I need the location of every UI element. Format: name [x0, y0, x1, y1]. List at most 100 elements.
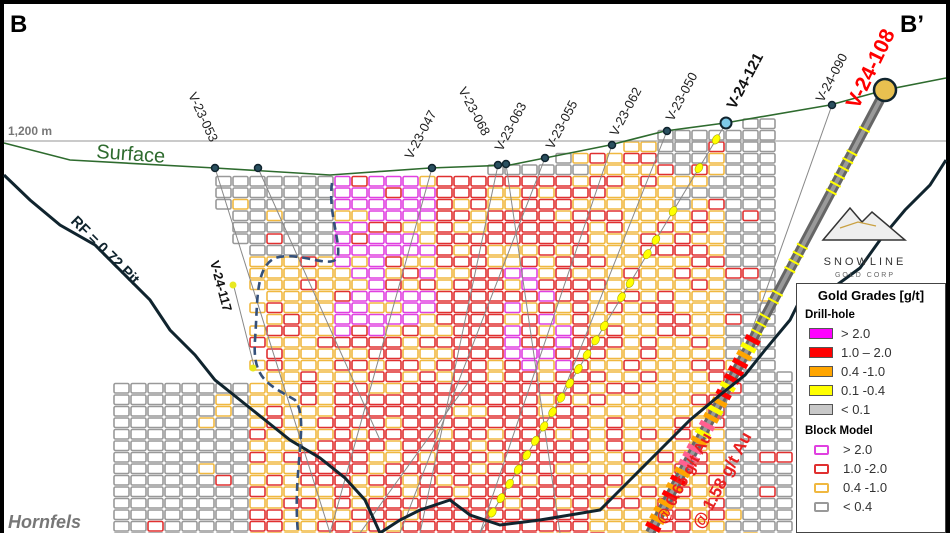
block — [572, 486, 589, 498]
block — [300, 233, 317, 245]
block — [453, 359, 470, 371]
block — [113, 463, 130, 475]
block — [266, 256, 283, 268]
block — [368, 233, 385, 245]
block — [521, 417, 538, 429]
section-end-label: B’ — [900, 11, 924, 38]
block — [759, 279, 776, 291]
block — [368, 313, 385, 325]
block — [691, 313, 708, 325]
block — [606, 520, 623, 532]
block — [300, 325, 317, 337]
block — [453, 187, 470, 199]
block — [759, 497, 776, 509]
block — [538, 325, 555, 337]
block — [538, 164, 555, 176]
block — [606, 198, 623, 210]
block — [113, 405, 130, 417]
block — [300, 382, 317, 394]
block — [470, 405, 487, 417]
block — [555, 256, 572, 268]
block — [283, 359, 300, 371]
assay-interval — [661, 489, 678, 502]
block — [589, 474, 606, 486]
block — [555, 210, 572, 222]
block — [674, 198, 691, 210]
block — [181, 509, 198, 521]
legend-block-item: 0.4 -1.0 — [809, 478, 945, 497]
block — [436, 509, 453, 521]
block — [555, 267, 572, 279]
block — [436, 313, 453, 325]
block — [487, 417, 504, 429]
block — [368, 302, 385, 314]
block — [232, 428, 249, 440]
block — [436, 371, 453, 383]
block — [555, 164, 572, 176]
block — [470, 382, 487, 394]
block — [402, 279, 419, 291]
section-start-label: B — [10, 11, 27, 38]
block — [606, 221, 623, 233]
assay-interval — [784, 266, 796, 274]
block — [351, 279, 368, 291]
block — [606, 451, 623, 463]
block — [283, 336, 300, 348]
block — [606, 417, 623, 429]
block — [215, 497, 232, 509]
block — [708, 175, 725, 187]
block — [436, 428, 453, 440]
block — [691, 497, 708, 509]
block — [504, 302, 521, 314]
block — [402, 336, 419, 348]
collar-marker — [501, 159, 511, 169]
block — [385, 279, 402, 291]
block — [623, 256, 640, 268]
block-model — [113, 118, 793, 533]
drill-trace — [359, 379, 471, 533]
block — [657, 394, 674, 406]
block — [623, 509, 640, 521]
block — [300, 509, 317, 521]
swatch — [809, 404, 833, 415]
block — [538, 244, 555, 256]
block — [521, 474, 538, 486]
sample-marker — [496, 493, 506, 504]
block — [708, 267, 725, 279]
block — [283, 290, 300, 302]
block — [691, 279, 708, 291]
assay-interval — [842, 156, 854, 165]
block — [504, 175, 521, 187]
block — [266, 486, 283, 498]
block — [776, 474, 793, 486]
block — [776, 486, 793, 498]
block — [334, 290, 351, 302]
block — [232, 520, 249, 532]
block — [470, 267, 487, 279]
block — [249, 509, 266, 521]
block — [572, 440, 589, 452]
block — [300, 175, 317, 187]
block — [623, 141, 640, 153]
block — [164, 474, 181, 486]
block — [742, 256, 759, 268]
block — [385, 336, 402, 348]
block — [334, 520, 351, 532]
block — [147, 382, 164, 394]
block — [572, 221, 589, 233]
block — [436, 210, 453, 222]
block — [759, 164, 776, 176]
block — [521, 244, 538, 256]
block — [759, 509, 776, 521]
block — [674, 256, 691, 268]
block — [623, 221, 640, 233]
block — [453, 290, 470, 302]
block — [249, 336, 266, 348]
block — [606, 440, 623, 452]
block — [385, 256, 402, 268]
block — [317, 348, 334, 360]
block — [606, 463, 623, 475]
block — [606, 187, 623, 199]
block — [300, 267, 317, 279]
block — [674, 313, 691, 325]
